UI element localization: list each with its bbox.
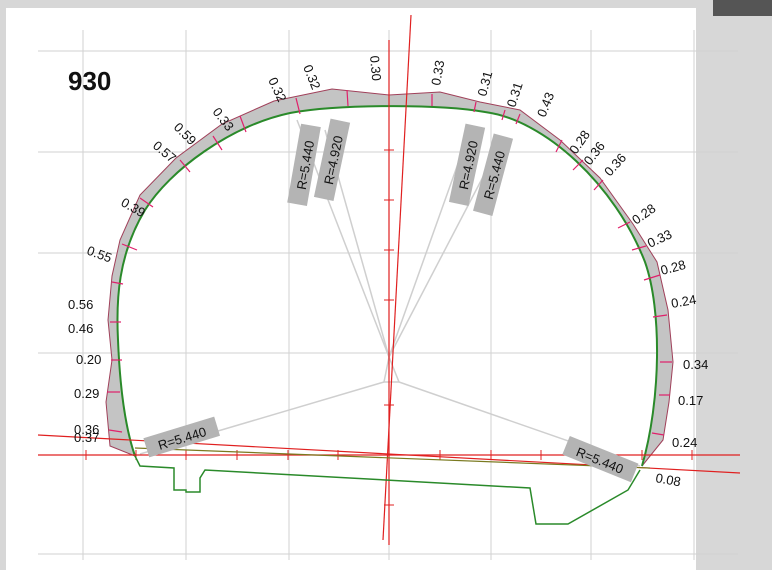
overbreak-value: 0.28 xyxy=(659,257,687,278)
overbreak-value: 0.37 xyxy=(74,430,99,445)
overbreak-value: 0.30 xyxy=(367,55,384,82)
overbreak-value: 0.24 xyxy=(670,292,698,311)
overbreak-value: 0.56 xyxy=(68,297,93,312)
invert-chord xyxy=(134,447,651,469)
radius-label-group: R=5.440 R=4.920 R=4.920 R=5.440 R=5.440 … xyxy=(143,118,639,483)
corner-thumbnail xyxy=(713,0,772,16)
overbreak-ticks xyxy=(107,89,672,436)
overbreak-value: 0.24 xyxy=(672,435,697,450)
overbreak-value: 0.20 xyxy=(76,352,101,367)
overbreak-value: 0.31 xyxy=(504,80,526,109)
design-profile-arch xyxy=(116,105,659,467)
overbreak-value: 0.08 xyxy=(654,470,682,489)
invert-profile xyxy=(134,455,641,525)
overbreak-value: 0.33 xyxy=(428,59,447,87)
overbreak-value: 0.29 xyxy=(74,386,99,401)
overbreak-value: 0.31 xyxy=(474,69,495,97)
overbreak-value: 0.46 xyxy=(68,321,93,336)
overbreak-value: 0.17 xyxy=(678,393,703,408)
overbreak-value: 0.36 xyxy=(74,422,99,437)
section-number: 930 xyxy=(68,66,111,96)
overbreak-value: 0.34 xyxy=(683,357,708,372)
